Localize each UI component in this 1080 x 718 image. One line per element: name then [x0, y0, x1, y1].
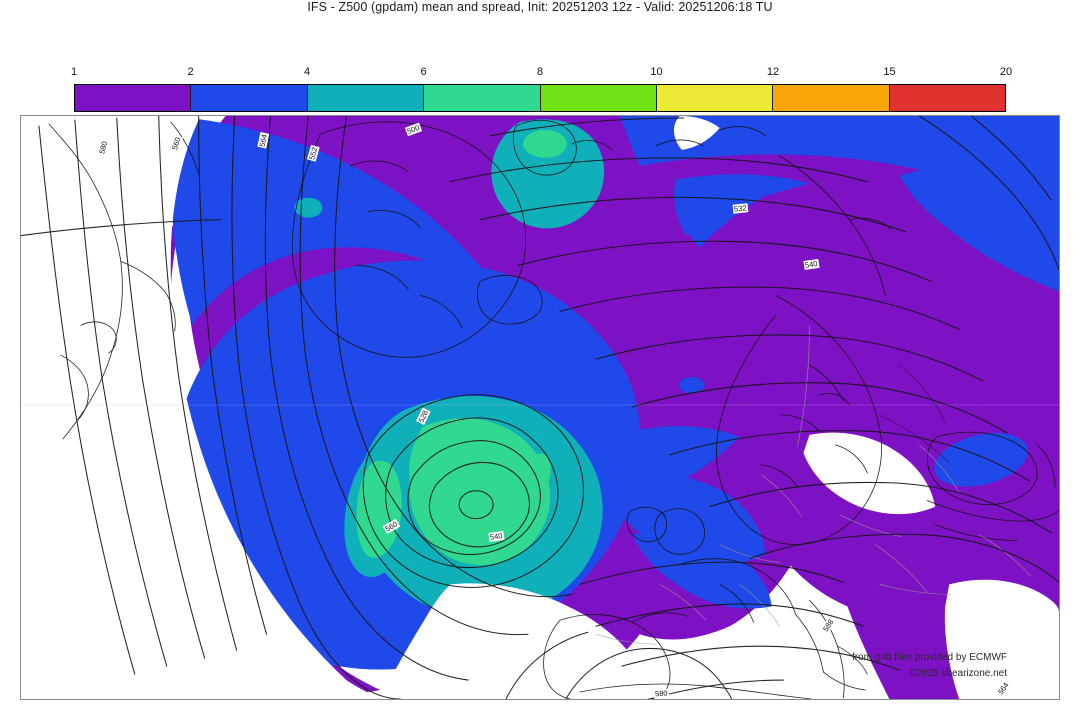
colorbar-tick-8: 8 — [536, 66, 544, 78]
colorbar-segment-4-6 — [307, 85, 425, 111]
colorbar-segment-2-4 — [191, 85, 308, 111]
colorbar-segment-1-2 — [75, 85, 192, 111]
credit-copyright: ©2025 sbearizone.net — [909, 668, 1007, 679]
credit-source: from grib files provided by ECMWF — [851, 652, 1007, 663]
colorbar-tick-10: 10 — [650, 66, 663, 78]
contour-label: 532 — [732, 203, 748, 214]
colorbar-tick-2: 2 — [187, 66, 194, 78]
colorbar-tick-1: 1 — [70, 66, 78, 78]
country-borders — [595, 325, 1032, 645]
spread-band-below-1 — [21, 116, 383, 699]
contour-label: 580 — [653, 688, 669, 699]
colorbar-tick-12: 12 — [766, 66, 780, 78]
colorbar-segment-15-20 — [889, 85, 1005, 111]
colorbar-segment-6-8 — [424, 85, 541, 111]
colorbar-segment-10-12 — [656, 85, 774, 111]
colorbar-segment-8-10 — [540, 85, 657, 111]
colorbar-tick-4: 4 — [303, 66, 311, 78]
colorbar-tick-6: 6 — [420, 66, 427, 78]
coastlines — [48, 119, 1059, 699]
colorbar-segment-12-15 — [773, 85, 890, 111]
map-canvas — [21, 116, 1059, 699]
colorbar-tick-20: 20 — [999, 66, 1013, 78]
page-title: IFS - Z500 (gpdam) mean and spread, Init… — [307, 0, 773, 14]
colorbar: 1 2 4 6 8 10 12 15 20 — [70, 66, 1012, 112]
colorbar-segments — [74, 84, 1006, 112]
colorbar-tick-15: 15 — [883, 66, 896, 78]
map-panel[interactable]: 560 564 552 500 532 540 528 560 540 580 588 580 564 … — [20, 115, 1060, 700]
colorbar-tick-labels: 1 2 4 6 8 10 12 15 20 — [70, 66, 1012, 82]
height-contours — [21, 116, 1059, 699]
